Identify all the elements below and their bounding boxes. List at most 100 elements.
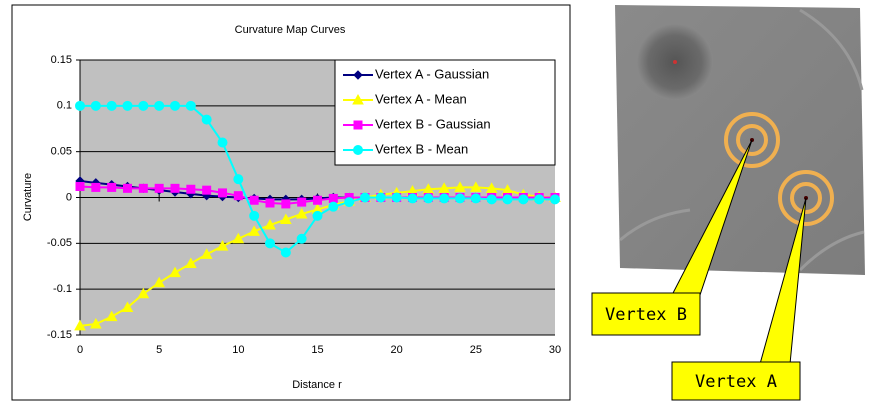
x-tick-label: 15 <box>311 344 323 356</box>
marker <box>75 182 85 191</box>
marker <box>249 195 259 205</box>
x-tick-label: 20 <box>391 344 403 356</box>
marker <box>233 174 244 185</box>
marker <box>328 193 338 203</box>
marker <box>248 225 261 236</box>
y-tick-label: 0.1 <box>57 100 72 112</box>
marker <box>313 195 322 205</box>
x-axis-label: Distance r <box>292 379 342 391</box>
target-ring <box>724 112 780 168</box>
marker <box>91 182 101 192</box>
marker <box>186 184 196 194</box>
y-tick-label: -0.05 <box>47 237 72 249</box>
y-tick-label: -0.1 <box>53 283 72 295</box>
marker <box>154 100 165 111</box>
callout-label: Vertex B <box>605 305 687 325</box>
marker <box>281 199 291 209</box>
marker <box>216 240 229 251</box>
marker <box>353 70 363 80</box>
target-ring <box>790 182 822 214</box>
marker <box>279 213 292 224</box>
x-tick-label: 30 <box>549 344 561 356</box>
bump-center <box>673 60 677 64</box>
marker <box>534 194 545 205</box>
marker <box>184 257 197 268</box>
marker <box>486 194 497 205</box>
marker <box>89 317 102 329</box>
marker <box>202 185 212 195</box>
marker <box>105 310 118 322</box>
marker <box>375 192 386 203</box>
marker <box>312 210 323 221</box>
marker <box>391 192 402 203</box>
y-tick-label: 0.15 <box>51 54 72 66</box>
marker <box>75 100 85 111</box>
marker <box>185 100 196 111</box>
marker <box>470 193 481 204</box>
legend-label: Vertex B - Gaussian <box>375 116 491 131</box>
marker <box>137 287 150 299</box>
y-tick-label: 0 <box>66 191 72 203</box>
marker <box>200 248 213 259</box>
marker <box>439 193 450 204</box>
ridge <box>799 8 864 91</box>
marker <box>107 182 117 192</box>
y-tick-label: 0.05 <box>51 146 72 158</box>
legend-label: Vertex B - Mean <box>375 141 468 156</box>
marker <box>121 301 134 312</box>
marker <box>297 197 307 207</box>
x-tick-label: 5 <box>156 344 162 356</box>
marker <box>154 183 164 193</box>
marker <box>90 100 101 111</box>
marker <box>232 232 245 244</box>
target-ring <box>778 170 834 226</box>
marker <box>454 181 466 192</box>
marker <box>502 194 513 205</box>
marker <box>218 188 227 198</box>
marker <box>423 193 434 204</box>
marker <box>265 238 275 249</box>
x-tick-label: 10 <box>232 344 244 356</box>
x-tick-label: 0 <box>77 344 83 356</box>
marker <box>280 247 291 258</box>
marker <box>122 100 133 111</box>
ridge <box>619 208 691 242</box>
target-ring <box>736 124 768 156</box>
marker <box>455 193 465 204</box>
legend <box>334 59 556 166</box>
marker <box>344 197 355 208</box>
marker <box>407 193 418 204</box>
legend-label: Vertex A - Mean <box>375 91 467 106</box>
marker <box>438 182 451 193</box>
marker <box>170 100 180 111</box>
callout-label: Vertex A <box>695 372 777 392</box>
marker <box>138 183 148 193</box>
x-tick-label: 25 <box>470 344 482 356</box>
marker <box>353 145 363 155</box>
marker <box>296 233 307 244</box>
marker <box>106 100 117 111</box>
marker <box>352 93 364 105</box>
marker <box>74 319 86 331</box>
marker <box>328 201 339 212</box>
marker <box>264 218 276 230</box>
marker <box>201 114 212 125</box>
surface-image <box>615 5 865 275</box>
callout-box <box>591 292 701 336</box>
marker <box>153 276 166 288</box>
marker <box>249 210 260 221</box>
callout-box <box>671 361 801 401</box>
y-tick-label: -0.15 <box>47 329 72 341</box>
ridge <box>798 230 865 272</box>
marker <box>469 181 482 192</box>
marker <box>265 198 275 208</box>
marker <box>123 183 132 193</box>
chart-title: Curvature Map Curves <box>235 24 346 36</box>
marker <box>169 266 181 278</box>
marker <box>485 182 498 193</box>
marker <box>360 192 370 203</box>
y-axis-label: Curvature <box>22 173 34 221</box>
marker <box>233 191 243 201</box>
